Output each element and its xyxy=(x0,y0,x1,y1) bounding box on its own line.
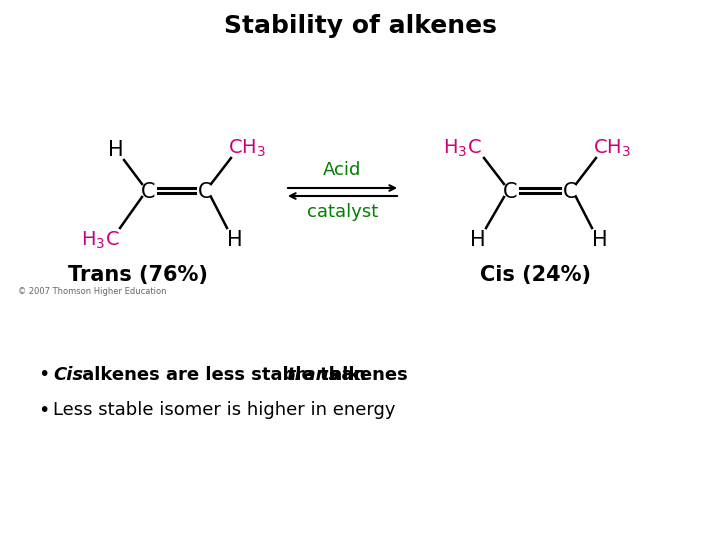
Text: alkenes: alkenes xyxy=(324,366,408,384)
Text: H$_3$C: H$_3$C xyxy=(81,230,120,251)
Text: C: C xyxy=(198,182,212,202)
Text: H: H xyxy=(228,230,243,250)
Text: Less stable isomer is higher in energy: Less stable isomer is higher in energy xyxy=(53,401,395,419)
Text: Cis: Cis xyxy=(53,366,83,384)
Text: Trans (76%): Trans (76%) xyxy=(68,265,208,285)
Text: Cis (24%): Cis (24%) xyxy=(480,265,591,285)
Text: CH$_3$: CH$_3$ xyxy=(228,137,266,159)
Text: C: C xyxy=(503,182,517,202)
Text: H: H xyxy=(108,140,124,160)
Text: C: C xyxy=(563,182,577,202)
Text: •: • xyxy=(38,366,50,384)
Text: alkenes are less stable than: alkenes are less stable than xyxy=(76,366,372,384)
Text: © 2007 Thomson Higher Education: © 2007 Thomson Higher Education xyxy=(18,287,166,296)
Text: C: C xyxy=(140,182,156,202)
Text: Stability of alkenes: Stability of alkenes xyxy=(224,14,496,38)
Text: •: • xyxy=(38,401,50,420)
Text: CH$_3$: CH$_3$ xyxy=(593,137,631,159)
Text: catalyst: catalyst xyxy=(307,203,378,221)
Text: H$_3$C: H$_3$C xyxy=(443,137,482,159)
Text: trans: trans xyxy=(286,366,339,384)
Text: H: H xyxy=(592,230,608,250)
Text: Acid: Acid xyxy=(323,161,361,179)
Text: H: H xyxy=(470,230,486,250)
